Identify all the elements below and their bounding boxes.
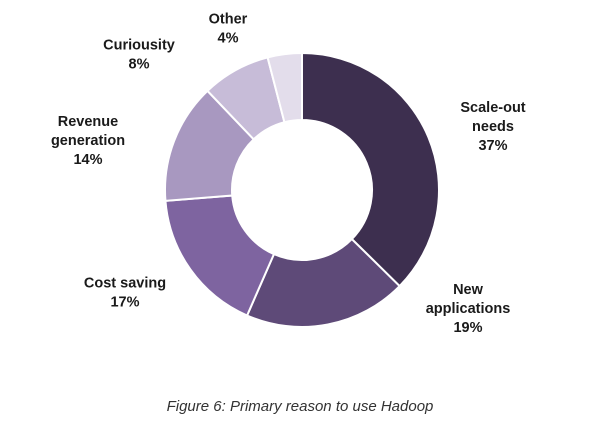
slice-label: Cost saving 17% [84, 276, 166, 311]
donut-slice [301, 51, 440, 288]
donut-slices [164, 51, 440, 328]
slice-label: New applications 19% [426, 282, 511, 336]
donut-slice [164, 194, 276, 317]
slice-labels: Scale-out needs 37% New applications 19% Cost … [51, 12, 526, 337]
donut-slice [266, 51, 303, 124]
slice-label: Revenue generation 14% [51, 114, 125, 168]
figure-caption: Figure 6: Primary reason to use Hadoop [166, 398, 434, 415]
slice-label: Scale-out needs 37% [460, 100, 525, 154]
slice-label: Curiousity 8% [103, 38, 175, 73]
slice-label: Other 4% [209, 12, 248, 47]
